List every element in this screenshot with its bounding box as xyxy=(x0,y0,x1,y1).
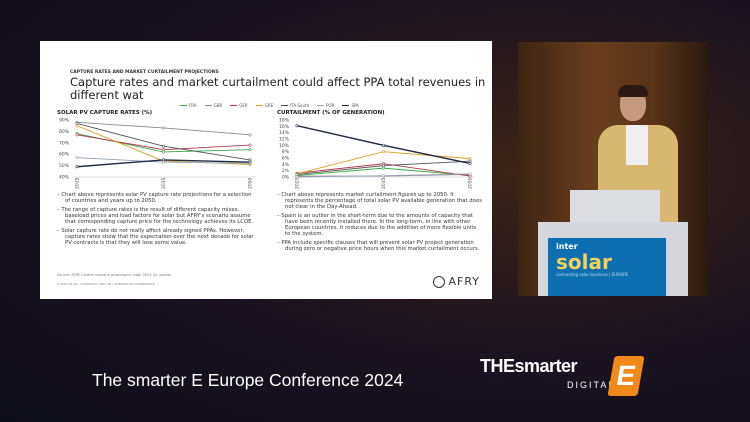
legend-item: FRA xyxy=(180,103,197,108)
slide-kicker: CAPTURE RATES AND MARKET CURTAILMENT PRO… xyxy=(70,70,219,75)
data-point-SPA xyxy=(162,158,166,162)
y-tick-label: 14% xyxy=(279,130,290,136)
y-tick-label: 16% xyxy=(279,124,290,130)
bullet: – Chart above represents solar PV captur… xyxy=(57,192,252,204)
y-tick-label: 4% xyxy=(282,162,290,168)
data-point-GBR xyxy=(248,133,252,137)
y-tick-label: 2% xyxy=(282,168,290,174)
data-point-SPA xyxy=(248,160,252,164)
data-point-GRE xyxy=(382,150,386,154)
y-tick-label: 12% xyxy=(279,137,290,143)
data-point-SPA xyxy=(382,143,386,147)
data-point-GRE xyxy=(468,157,472,161)
legend-swatch xyxy=(281,104,289,107)
curtailment-chart: 0%2%4%6%8%10%12%14%16%18% 2025 2035 2050 xyxy=(279,118,475,189)
y-tick-label: 50% xyxy=(59,163,70,169)
conference-banner: The smarter E Europe Conference 2024 xyxy=(92,370,404,390)
y-tick-label: 70% xyxy=(59,140,70,146)
y-tick-label: 8% xyxy=(282,149,290,155)
data-point-SPA xyxy=(295,124,299,128)
logo-e-icon: E xyxy=(607,356,645,396)
legend-item: GBR xyxy=(204,103,222,108)
slide-title: Capture rates and market curtailment cou… xyxy=(70,75,486,102)
x-tick-label: 2025 xyxy=(75,177,81,189)
x-tick-label: 2035 xyxy=(161,177,167,189)
capture-chart-title: SOLAR PV CAPTURE RATES (%) xyxy=(57,110,153,116)
chart-legend: FRA GBR GER GRE ITA-South POR SPA xyxy=(180,103,359,108)
legend-item: GRE xyxy=(255,103,273,108)
data-point-GER xyxy=(248,143,252,147)
sign-line1: inter xyxy=(556,242,578,251)
x-tick-label: 2050 xyxy=(468,177,474,189)
data-point-POR xyxy=(75,156,79,160)
y-tick-label: 6% xyxy=(282,156,290,162)
logo-sub: DIGITAL xyxy=(567,380,616,390)
afry-logo: AFRY xyxy=(433,275,480,288)
data-point-ITA-South xyxy=(75,121,79,125)
sign-line3: connecting solar business | EUROPE xyxy=(556,272,629,277)
x-tick-label: 2035 xyxy=(381,177,387,189)
speaker-video: inter solar connecting solar business | … xyxy=(518,42,708,296)
data-point-POR xyxy=(468,172,472,176)
legend-item: GER xyxy=(230,103,248,108)
data-point-ITA-South xyxy=(295,172,299,176)
legend-swatch xyxy=(180,104,187,107)
laptop xyxy=(570,190,660,222)
y-tick-label: 18% xyxy=(279,118,290,124)
source-note: Source: AFRY Central scenario projection… xyxy=(57,273,172,277)
data-point-GBR xyxy=(162,126,166,130)
y-tick-label: 60% xyxy=(59,152,70,158)
data-point-GER xyxy=(162,148,166,152)
curtailment-chart-title: CURTAILMENT (% OF GENERATION) xyxy=(277,110,385,116)
smarter-e-logo: THEsmarter DIGITAL E xyxy=(480,356,645,396)
afry-logo-icon xyxy=(433,275,446,288)
legend-item: ITA-South xyxy=(281,103,309,108)
presentation-slide: CAPTURE RATES AND MARKET CURTAILMENT PRO… xyxy=(40,41,492,299)
data-point-FRA xyxy=(248,148,252,152)
bullet: – PPA include specific clauses that will… xyxy=(277,240,480,252)
legend-swatch xyxy=(204,104,212,107)
logo-main: THEsmarter xyxy=(480,356,578,376)
legend-item: POR xyxy=(317,103,334,108)
bullet: – Chart above represents market curtailm… xyxy=(277,192,482,210)
afry-logo-text: AFRY xyxy=(448,275,480,288)
legend-swatch xyxy=(317,104,325,107)
left-bullets: – Chart above represents solar PV captur… xyxy=(57,192,257,249)
data-point-SPA xyxy=(468,161,472,165)
data-point-GER xyxy=(75,133,79,137)
y-tick-label: 0% xyxy=(282,175,290,181)
slide-footer: 8 2024-06-20 | COPYRIGHT AFRY AB | INTER… xyxy=(57,282,155,286)
bullet: – Solar capture rate do not really affec… xyxy=(57,228,254,246)
data-point-ITA-South xyxy=(162,144,166,148)
data-point-ITA-South xyxy=(382,164,386,168)
legend-swatch xyxy=(255,104,263,107)
x-tick-label: 2050 xyxy=(248,177,254,189)
legend-swatch xyxy=(230,104,238,107)
y-tick-label: 90% xyxy=(59,118,70,124)
legend-item: SPA xyxy=(342,103,359,108)
x-tick-label: 2025 xyxy=(295,177,301,189)
bullet: – The range of capture rates is the resu… xyxy=(57,207,254,225)
y-tick-label: 80% xyxy=(59,129,70,135)
bullet: – Spain is an outlier in the short-term … xyxy=(277,213,477,237)
data-point-SPA xyxy=(75,165,79,169)
data-point-POR xyxy=(382,174,386,178)
right-bullets: – Chart above represents market curtailm… xyxy=(277,192,482,255)
sign-line2: solar xyxy=(556,250,612,274)
data-point-FRA xyxy=(382,166,386,170)
intersolar-sign: inter solar connecting solar business | … xyxy=(548,238,666,296)
y-tick-label: 40% xyxy=(59,175,70,181)
legend-swatch xyxy=(342,104,350,107)
capture-rates-chart: 40% 50% 60% 70% 80% 90% 2025 2035 2050 xyxy=(59,118,255,189)
data-point-POR xyxy=(295,175,299,179)
y-tick-label: 10% xyxy=(279,143,290,149)
